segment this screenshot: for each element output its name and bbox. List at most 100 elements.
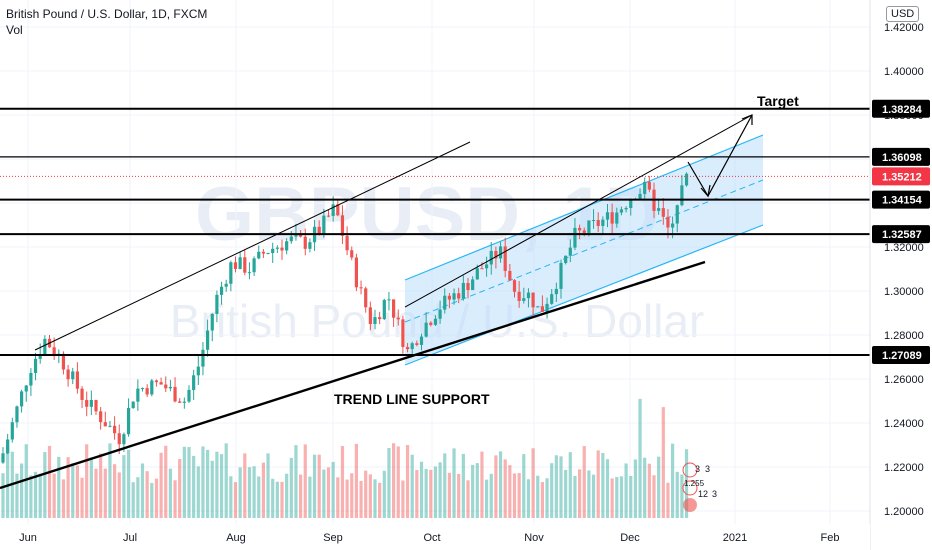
- volume-bar: [378, 482, 382, 518]
- candle-body: [461, 282, 465, 299]
- volume-bar: [252, 466, 256, 518]
- volume-bar: [103, 468, 107, 518]
- volume-bar: [643, 457, 647, 518]
- volume-bar: [619, 476, 624, 518]
- price-tick-label: 1.32000: [884, 242, 924, 254]
- volume-bar: [275, 481, 279, 518]
- candle-body: [550, 294, 554, 304]
- time-tick-label: Jun: [19, 532, 37, 544]
- candle-body: [229, 262, 233, 284]
- time-tick-label: Dec: [620, 532, 640, 544]
- volume-bar: [196, 466, 200, 518]
- candle-body: [610, 212, 614, 224]
- candle-body: [457, 293, 461, 299]
- candle-body: [233, 262, 238, 269]
- volume-bar: [382, 470, 386, 518]
- volume-bar: [206, 449, 210, 518]
- candle-body: [675, 205, 679, 224]
- candle-body: [173, 386, 177, 402]
- volume-bar: [145, 471, 149, 518]
- price-tick-label: 1.20000: [884, 506, 924, 518]
- volume-bars: [1, 398, 689, 518]
- candle-body: [443, 295, 447, 310]
- candle-body: [666, 216, 670, 228]
- volume-bar: [299, 474, 303, 518]
- candle-body: [299, 234, 303, 237]
- volume-bar: [410, 454, 414, 518]
- volume-bar: [308, 476, 312, 518]
- chart-header: British Pound / U.S. Dollar, 1D, FXCM Vo…: [6, 6, 207, 38]
- volume-bar: [447, 472, 451, 518]
- volume-bar: [489, 473, 493, 518]
- level-tag-label: 1.32587: [882, 229, 922, 241]
- volume-bar: [85, 444, 89, 518]
- price-tick-label: 1.24000: [884, 418, 924, 430]
- volume-bar: [615, 477, 619, 518]
- candle-body: [178, 401, 182, 403]
- vol-sublabel-3: 1.255: [684, 479, 705, 488]
- candle-body: [285, 241, 289, 251]
- volume-bar: [1, 473, 5, 518]
- candle-body: [29, 372, 33, 386]
- candle-body: [382, 299, 386, 320]
- time-axis[interactable]: Jun Jul Aug Sep Oct Nov Dec 2021 Feb: [19, 532, 839, 544]
- candle-body: [257, 251, 261, 259]
- volume-bar: [405, 445, 410, 518]
- volume-bar: [526, 479, 531, 518]
- channel-upper-line: [404, 114, 753, 308]
- last-price-label: 1.35212: [882, 171, 922, 183]
- volume-bar: [596, 450, 600, 518]
- level-tag-label: 1.27089: [882, 350, 922, 362]
- target-label: Target: [757, 93, 799, 109]
- candle-body: [573, 227, 577, 248]
- candle-body: [684, 173, 689, 186]
- volume-bar: [466, 480, 470, 518]
- candle-body: [182, 401, 186, 403]
- volume-bar: [210, 460, 214, 518]
- candle-body: [247, 272, 252, 274]
- candle-body: [145, 388, 149, 395]
- volume-bar: [57, 456, 61, 518]
- volume-bar: [336, 477, 340, 518]
- candle-body: [71, 371, 75, 380]
- candle-body: [131, 401, 135, 408]
- level-tag-label: 1.38284: [882, 104, 923, 116]
- volume-bar: [373, 479, 377, 518]
- candle-body: [661, 208, 665, 217]
- price-tick-label: 1.26000: [884, 374, 924, 386]
- volume-bar: [433, 466, 438, 518]
- level-tag: [872, 99, 930, 118]
- volume-bar: [113, 464, 117, 518]
- volume-bar: [233, 482, 238, 518]
- volume-bar: [52, 473, 56, 518]
- candle-body: [545, 303, 549, 312]
- volume-bar: [178, 458, 182, 518]
- candle-body: [424, 322, 428, 337]
- volume-bar: [461, 453, 465, 518]
- price-tick-label: 1.42000: [884, 22, 924, 34]
- candle-body: [485, 264, 489, 269]
- time-tick-label: Feb: [821, 532, 840, 544]
- volume-bar: [652, 475, 656, 518]
- candle-body: [150, 380, 154, 395]
- volume-bar: [503, 459, 507, 518]
- volume-bar: [47, 445, 52, 518]
- volume-bar: [568, 452, 572, 518]
- volume-bar: [647, 463, 651, 518]
- price-tick-label: 1.40000: [884, 66, 924, 78]
- candle-body: [340, 215, 345, 236]
- currency-button[interactable]: USD: [886, 6, 920, 22]
- candle-body: [108, 425, 112, 427]
- volume-bar: [289, 457, 293, 518]
- volume-label: Vol: [6, 23, 23, 37]
- candle-body: [531, 292, 535, 308]
- volume-bar: [80, 477, 84, 518]
- candle-body: [196, 366, 200, 376]
- candle-body: [410, 343, 414, 350]
- vol-sublabel-1: 3: [695, 464, 700, 474]
- upper-trend-line: [34, 141, 471, 351]
- volume-bar: [126, 449, 131, 518]
- candle-body: [471, 279, 475, 291]
- volume-bar: [471, 464, 475, 518]
